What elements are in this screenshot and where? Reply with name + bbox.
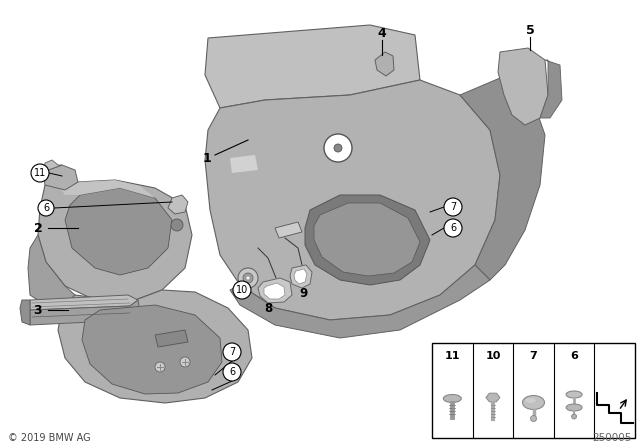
Polygon shape	[43, 160, 62, 172]
Polygon shape	[230, 265, 490, 338]
Polygon shape	[65, 188, 172, 275]
Polygon shape	[38, 180, 192, 302]
Ellipse shape	[444, 395, 461, 402]
Circle shape	[324, 134, 352, 162]
Polygon shape	[58, 290, 252, 403]
Ellipse shape	[525, 398, 536, 403]
Circle shape	[243, 273, 253, 283]
Ellipse shape	[566, 404, 582, 411]
Polygon shape	[60, 180, 155, 198]
Text: 9: 9	[300, 287, 308, 300]
Text: 4: 4	[378, 26, 387, 39]
Text: 8: 8	[264, 302, 272, 314]
Text: © 2019 BMW AG: © 2019 BMW AG	[8, 433, 91, 443]
Text: 6: 6	[450, 223, 456, 233]
Text: 7: 7	[229, 347, 235, 357]
Polygon shape	[30, 295, 138, 310]
Text: 1: 1	[203, 151, 211, 164]
Polygon shape	[205, 25, 420, 108]
Text: 7: 7	[450, 202, 456, 212]
Ellipse shape	[522, 396, 545, 409]
Circle shape	[155, 362, 165, 372]
Circle shape	[334, 144, 342, 152]
Polygon shape	[314, 203, 420, 276]
Circle shape	[444, 198, 462, 216]
Polygon shape	[155, 330, 188, 347]
Polygon shape	[275, 222, 302, 238]
Polygon shape	[205, 80, 500, 320]
Bar	[432, 343, 635, 438]
Polygon shape	[264, 283, 285, 299]
Text: 250005: 250005	[593, 433, 632, 443]
Polygon shape	[460, 78, 545, 280]
Text: 6: 6	[43, 203, 49, 213]
Circle shape	[444, 219, 462, 237]
Polygon shape	[305, 195, 430, 285]
Polygon shape	[258, 278, 292, 303]
Polygon shape	[375, 52, 394, 76]
Text: 5: 5	[525, 23, 534, 36]
Text: 7: 7	[530, 351, 538, 361]
Circle shape	[233, 281, 251, 299]
Circle shape	[38, 200, 54, 216]
Circle shape	[171, 219, 183, 231]
Polygon shape	[540, 60, 562, 118]
Circle shape	[238, 268, 258, 288]
Text: 10: 10	[485, 351, 500, 361]
Polygon shape	[486, 393, 500, 402]
Circle shape	[31, 164, 49, 182]
Text: 10: 10	[236, 285, 248, 295]
Polygon shape	[28, 235, 75, 310]
Polygon shape	[43, 165, 78, 190]
Circle shape	[223, 363, 241, 381]
Polygon shape	[20, 300, 30, 325]
Text: 6: 6	[570, 351, 578, 361]
Polygon shape	[294, 269, 307, 284]
Circle shape	[246, 276, 250, 280]
Ellipse shape	[566, 391, 582, 398]
Polygon shape	[290, 265, 312, 288]
Polygon shape	[168, 195, 188, 214]
Circle shape	[223, 343, 241, 361]
Text: 3: 3	[34, 303, 42, 316]
Text: 2: 2	[34, 221, 42, 234]
Text: 6: 6	[229, 367, 235, 377]
Polygon shape	[30, 300, 140, 325]
Circle shape	[531, 415, 536, 422]
Polygon shape	[498, 48, 548, 125]
Polygon shape	[230, 155, 258, 173]
Polygon shape	[82, 305, 222, 394]
Circle shape	[180, 357, 190, 367]
Text: 11: 11	[34, 168, 46, 178]
Circle shape	[572, 414, 577, 419]
Text: 11: 11	[445, 351, 460, 361]
